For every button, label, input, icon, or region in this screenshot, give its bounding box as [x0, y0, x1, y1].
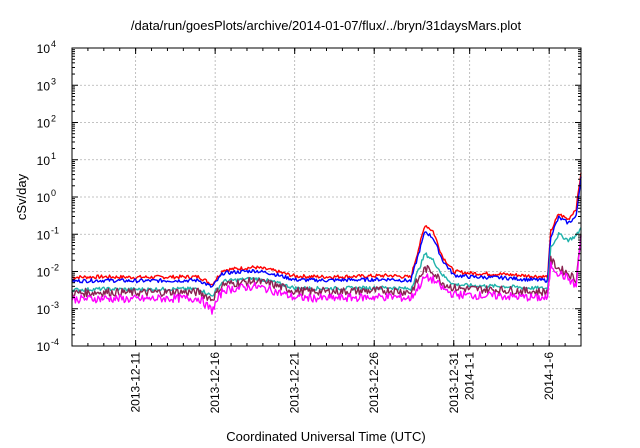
y-tick-label: 10 -4 [37, 337, 59, 354]
y-tick-label-exponent: 0 [51, 188, 56, 198]
y-tick-label: 10 3 [37, 76, 56, 93]
y-tick-label: 10 -3 [37, 300, 59, 317]
x-tick-label: 2014-1-1 [463, 352, 477, 400]
y-tick-label-exponent: 4 [51, 39, 56, 49]
y-tick-label-exponent: -2 [51, 263, 59, 273]
y-tick-label-exponent: 1 [51, 151, 56, 161]
gridlines [72, 48, 581, 346]
y-axis-label: cSv/day [14, 173, 29, 220]
x-tick-label: 2013-12-26 [367, 352, 381, 414]
y-tick-label-base: 10 [37, 79, 51, 93]
y-tick-label: 10 2 [37, 114, 56, 131]
y-tick-label-base: 10 [37, 303, 51, 317]
series-line [71, 172, 582, 286]
y-tick-label-base: 10 [37, 266, 51, 280]
series-line [71, 227, 582, 297]
y-tick-label-base: 10 [37, 117, 51, 131]
x-tick-label: 2013-12-31 [447, 352, 461, 414]
y-tick-label: 10 4 [37, 39, 56, 56]
y-tick-label-exponent: -3 [51, 300, 59, 310]
y-tick-label-exponent: 3 [51, 76, 56, 86]
series-line [71, 235, 582, 315]
x-tick-label: 2013-12-21 [288, 352, 302, 414]
y-tick-label-base: 10 [37, 154, 51, 168]
y-tick-label: 10 0 [37, 188, 56, 205]
y-tick-label-base: 10 [37, 340, 51, 354]
y-tick-label-exponent: -4 [51, 337, 59, 347]
y-tick-label-exponent: -1 [51, 225, 59, 235]
series-layer [71, 172, 582, 315]
y-tick-label-base: 10 [37, 228, 51, 242]
x-axis: 2013-12-11 2013-12-16 2013-12-21 2013-12-26… [87, 48, 566, 414]
chart-title: /data/run/goesPlots/archive/2014-01-07/f… [131, 18, 522, 33]
x-tick-label: 2013-12-16 [208, 352, 222, 414]
x-tick-label: 2014-1-6 [542, 352, 556, 400]
series-line [71, 176, 582, 288]
y-tick-label-exponent: 2 [51, 114, 56, 124]
series-line [71, 234, 582, 302]
x-axis-label: Coordinated Universal Time (UTC) [226, 429, 425, 444]
x-tick-label: 2013-12-11 [129, 352, 143, 413]
y-tick-label-base: 10 [37, 42, 51, 56]
y-tick-label: 10 -2 [37, 263, 59, 280]
y-tick-label-base: 10 [37, 191, 51, 205]
y-tick-label: 10 -1 [37, 225, 59, 242]
y-tick-label: 10 1 [37, 151, 56, 168]
